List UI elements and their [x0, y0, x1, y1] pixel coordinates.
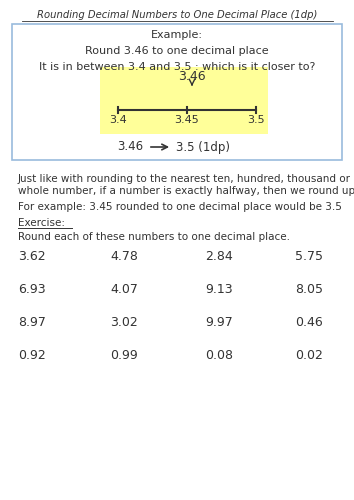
Text: Example:: Example:: [151, 30, 203, 40]
Text: 5.75: 5.75: [295, 250, 323, 263]
Text: 0.99: 0.99: [110, 349, 138, 362]
Text: Round 3.46 to one decimal place: Round 3.46 to one decimal place: [85, 46, 269, 56]
Text: 0.46: 0.46: [295, 316, 323, 329]
Text: 4.07: 4.07: [110, 283, 138, 296]
Text: 6.93: 6.93: [18, 283, 46, 296]
Text: For example: 3.45 rounded to one decimal place would be 3.5: For example: 3.45 rounded to one decimal…: [18, 202, 342, 212]
Text: Just like with rounding to the nearest ten, hundred, thousand or: Just like with rounding to the nearest t…: [18, 174, 351, 184]
Text: 8.05: 8.05: [295, 283, 323, 296]
Text: 3.45: 3.45: [175, 115, 199, 125]
FancyBboxPatch shape: [100, 67, 268, 134]
Text: Rounding Decimal Numbers to One Decimal Place (1dp): Rounding Decimal Numbers to One Decimal …: [37, 10, 317, 20]
Text: whole number, if a number is exactly halfway, then we round up.: whole number, if a number is exactly hal…: [18, 186, 354, 196]
Text: 3.4: 3.4: [109, 115, 127, 125]
Text: 0.02: 0.02: [295, 349, 323, 362]
Text: 3.46: 3.46: [117, 140, 143, 153]
Text: 3.5 (1dp): 3.5 (1dp): [176, 140, 230, 153]
Text: 4.78: 4.78: [110, 250, 138, 263]
Text: 9.13: 9.13: [205, 283, 233, 296]
Text: Round each of these numbers to one decimal place.: Round each of these numbers to one decim…: [18, 232, 290, 242]
Text: 8.97: 8.97: [18, 316, 46, 329]
Text: 9.97: 9.97: [205, 316, 233, 329]
Text: It is in between 3.4 and 3.5 : which is it closer to?: It is in between 3.4 and 3.5 : which is …: [39, 62, 315, 72]
Text: 3.02: 3.02: [110, 316, 138, 329]
Text: 0.92: 0.92: [18, 349, 46, 362]
Text: 3.46: 3.46: [178, 70, 206, 83]
Text: 0.08: 0.08: [205, 349, 233, 362]
Text: Exercise:: Exercise:: [18, 218, 65, 228]
FancyBboxPatch shape: [12, 24, 342, 160]
Text: 3.62: 3.62: [18, 250, 46, 263]
Text: 2.84: 2.84: [205, 250, 233, 263]
Text: 3.5: 3.5: [247, 115, 265, 125]
